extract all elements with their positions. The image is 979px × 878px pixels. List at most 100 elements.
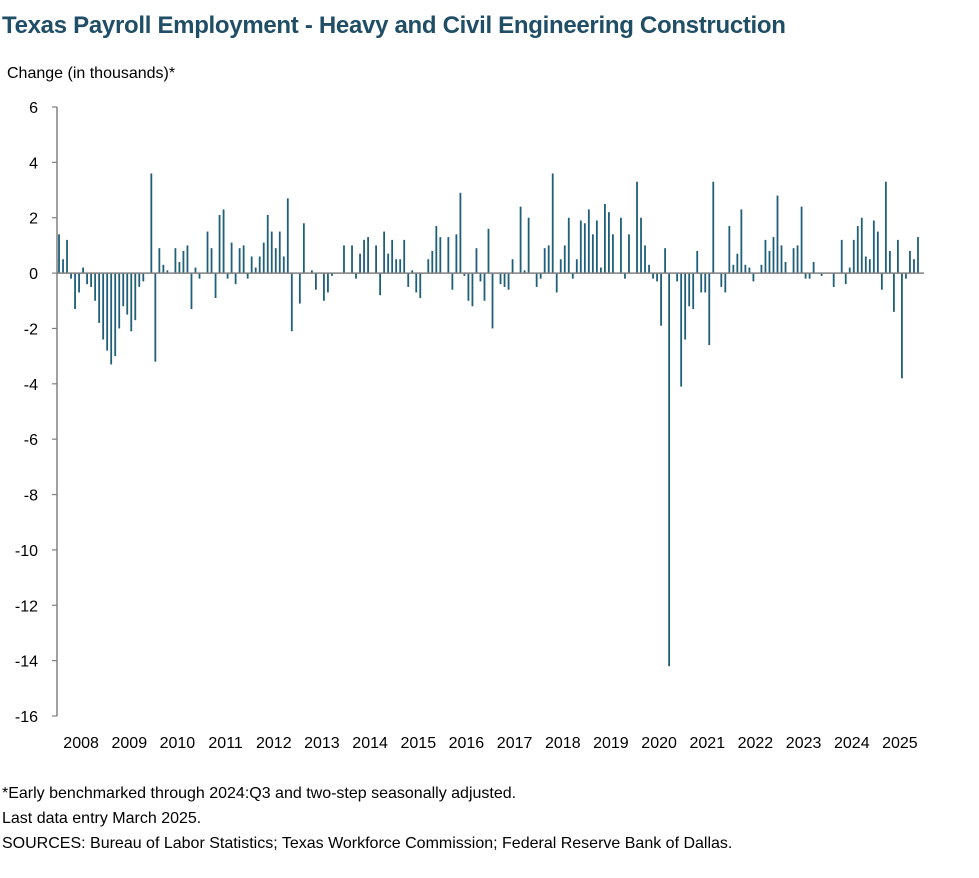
bar bbox=[62, 259, 64, 274]
bar bbox=[114, 273, 117, 357]
bar bbox=[258, 256, 261, 274]
bar bbox=[499, 273, 502, 285]
bar bbox=[411, 270, 414, 274]
bar bbox=[266, 214, 269, 274]
bar bbox=[126, 273, 129, 315]
bar bbox=[431, 250, 434, 274]
bar bbox=[359, 253, 361, 274]
y-tick-label: -16 bbox=[15, 709, 38, 726]
bar bbox=[868, 259, 871, 274]
bar bbox=[736, 253, 739, 274]
bar bbox=[282, 256, 285, 274]
bar bbox=[579, 220, 582, 274]
bar bbox=[780, 245, 783, 274]
x-tick-label: 2011 bbox=[208, 735, 243, 752]
bar bbox=[471, 273, 474, 307]
bar bbox=[455, 234, 458, 274]
bar bbox=[567, 217, 570, 274]
bar bbox=[772, 237, 775, 274]
bar bbox=[407, 273, 410, 287]
y-tick-label: -8 bbox=[24, 488, 38, 505]
bar bbox=[298, 273, 301, 304]
bar bbox=[648, 264, 650, 274]
bar bbox=[760, 264, 763, 274]
bar bbox=[764, 239, 767, 274]
bar bbox=[720, 273, 723, 287]
bar bbox=[913, 259, 915, 274]
bar bbox=[218, 214, 221, 274]
bar bbox=[70, 273, 72, 279]
bar bbox=[660, 273, 662, 326]
y-tick-label: -10 bbox=[15, 543, 38, 560]
bar bbox=[700, 273, 703, 293]
bar bbox=[491, 273, 494, 329]
bar bbox=[94, 273, 97, 301]
bar bbox=[708, 273, 711, 346]
bar bbox=[688, 273, 691, 307]
bar bbox=[367, 237, 369, 274]
bar bbox=[820, 273, 823, 276]
bar bbox=[174, 248, 177, 274]
bar bbox=[178, 262, 181, 274]
bar bbox=[66, 239, 68, 274]
x-tick-label: 2016 bbox=[449, 735, 485, 752]
bar bbox=[363, 239, 365, 274]
bar bbox=[270, 231, 273, 274]
bar bbox=[102, 273, 105, 340]
bar bbox=[58, 234, 60, 274]
bar bbox=[624, 273, 626, 279]
bar bbox=[563, 245, 566, 274]
bar bbox=[467, 273, 470, 301]
bar bbox=[315, 273, 317, 290]
bar bbox=[383, 231, 386, 274]
bar bbox=[254, 267, 257, 274]
footnote-benchmark: *Early benchmarked through 2024:Q3 and t… bbox=[2, 785, 517, 802]
bar bbox=[290, 273, 293, 332]
bar bbox=[796, 245, 799, 274]
bar bbox=[640, 217, 642, 274]
bar bbox=[676, 273, 679, 282]
bar bbox=[664, 248, 666, 274]
bar bbox=[612, 234, 614, 274]
bar bbox=[852, 239, 855, 274]
bar bbox=[210, 248, 213, 274]
bar bbox=[575, 259, 578, 274]
x-tick-label: 2021 bbox=[690, 735, 726, 752]
y-tick-label: -2 bbox=[24, 321, 38, 338]
bar bbox=[274, 248, 277, 274]
bar bbox=[692, 273, 695, 310]
bar bbox=[620, 217, 622, 274]
bar bbox=[154, 273, 157, 362]
bar bbox=[599, 267, 602, 274]
bar bbox=[475, 248, 478, 274]
bar bbox=[636, 181, 638, 274]
bar bbox=[872, 220, 875, 274]
bar bbox=[812, 262, 815, 274]
bar bbox=[278, 231, 281, 274]
bar bbox=[696, 250, 699, 274]
bar bbox=[583, 223, 586, 274]
bar bbox=[535, 273, 538, 287]
bar bbox=[507, 273, 510, 290]
bar bbox=[395, 259, 398, 274]
bar bbox=[166, 270, 169, 274]
x-tick-label: 2013 bbox=[304, 735, 340, 752]
x-tick-label: 2025 bbox=[882, 735, 918, 752]
bar bbox=[776, 195, 779, 274]
bar bbox=[880, 273, 883, 290]
x-tick-label: 2019 bbox=[593, 735, 629, 752]
bar bbox=[905, 273, 907, 279]
bar bbox=[591, 234, 594, 274]
y-tick-label: -12 bbox=[15, 598, 38, 615]
bar bbox=[543, 248, 546, 274]
bar bbox=[246, 273, 249, 279]
x-tick-label: 2022 bbox=[738, 735, 774, 752]
bar bbox=[604, 203, 606, 274]
y-tick-label: 6 bbox=[29, 100, 38, 117]
footnote-last-entry: Last data entry March 2025. bbox=[2, 810, 202, 827]
bar bbox=[740, 209, 743, 274]
bar bbox=[732, 264, 735, 274]
bar bbox=[262, 242, 265, 274]
x-tick-label: 2008 bbox=[63, 735, 99, 752]
bar bbox=[238, 248, 241, 274]
